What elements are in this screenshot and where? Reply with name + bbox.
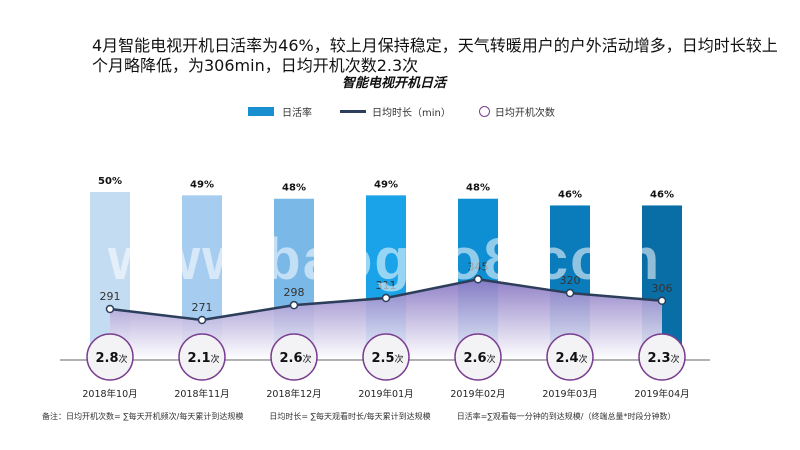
duration-value-label: 298 xyxy=(284,286,305,299)
footnote: 备注：日均开机次数= ∑每天开机频次/每天累计到达规模 日均时长= ∑每天观看时… xyxy=(42,411,701,422)
open-count-value: 2.8 xyxy=(95,351,118,366)
duration-point xyxy=(657,296,667,305)
x-tick-label: 2019年01月 xyxy=(358,388,413,400)
duration-value-label: 320 xyxy=(560,274,581,287)
bar-value-label: 50% xyxy=(98,176,122,187)
open-count-unit: 次 xyxy=(118,353,127,365)
duration-value-label: 311 xyxy=(376,279,397,292)
watermark: www.baogao8.com xyxy=(108,227,662,292)
x-tick-label: 2019年04月 xyxy=(634,388,689,400)
bar-value-label: 49% xyxy=(374,179,398,190)
legend-item-bar: 日活率 xyxy=(248,104,312,119)
legend-circle-swatch xyxy=(478,105,490,117)
legend-bar-swatch xyxy=(248,106,274,116)
open-count-circle xyxy=(546,333,594,381)
open-count-circle xyxy=(454,333,502,381)
bar-value-label: 48% xyxy=(282,183,306,194)
open-count-value: 2.1 xyxy=(187,351,210,366)
duration-point xyxy=(105,304,115,314)
bar-value-label: 48% xyxy=(466,183,490,194)
chart-subtitle: 智能电视开机日活 xyxy=(342,76,447,91)
legend-item-line: 日均时长（min） xyxy=(340,104,451,119)
legend-item-circle: 日均开机次数 xyxy=(478,104,555,119)
duration-point xyxy=(289,300,299,310)
duration-point xyxy=(473,275,483,284)
legend-bar-label: 日活率 xyxy=(282,107,312,119)
open-count-circle xyxy=(638,333,686,381)
footnote-active-rate: 日活率=∑观看每一分钟的到达规模/（终端总量*时段分钟数） xyxy=(456,412,676,421)
open-count-value: 2.4 xyxy=(555,351,578,366)
legend: 日活率 日均时长（min） 日均开机次数 xyxy=(248,103,583,119)
open-count-unit: 次 xyxy=(486,353,495,365)
open-count-value: 2.6 xyxy=(463,351,486,366)
open-count-value: 2.6 xyxy=(279,351,302,366)
x-tick-label: 2019年02月 xyxy=(450,388,505,400)
duration-point xyxy=(565,288,575,298)
duration-point xyxy=(197,315,207,325)
open-count-unit: 次 xyxy=(302,353,311,365)
duration-value-label: 291 xyxy=(100,290,121,303)
bar-value-label: 46% xyxy=(558,189,582,200)
open-count-unit: 次 xyxy=(394,353,403,365)
legend-circle-label: 日均开机次数 xyxy=(494,107,555,119)
duration-value-label: 271 xyxy=(192,301,213,314)
open-count-circle xyxy=(270,333,318,381)
duration-area xyxy=(110,279,662,360)
legend-line-swatch xyxy=(340,109,366,113)
open-count-value: 2.5 xyxy=(371,351,394,366)
bar-value-label: 46% xyxy=(650,189,674,200)
bar-value-label: 49% xyxy=(190,179,214,190)
open-count-value: 2.3 xyxy=(647,351,670,366)
duration-value-label: 306 xyxy=(652,282,673,295)
open-count-unit: 次 xyxy=(210,353,219,365)
x-tick-label: 2019年03月 xyxy=(542,388,597,400)
duration-point xyxy=(381,293,391,303)
footnote-open-count: 备注：日均开机次数= ∑每天开机频次/每天累计到达规模 xyxy=(42,412,244,421)
footnote-duration: 日均时长= ∑每天观看时长/每天累计到达规模 xyxy=(269,412,431,421)
x-tick-label: 2018年12月 xyxy=(266,388,321,400)
open-count-circle xyxy=(86,333,134,381)
open-count-circle xyxy=(362,333,410,381)
legend-line-label: 日均时长（min） xyxy=(372,107,451,119)
x-tick-label: 2018年11月 xyxy=(174,388,229,400)
open-count-circle xyxy=(178,333,226,381)
open-count-unit: 次 xyxy=(670,353,679,365)
headline: 4月智能电视开机日活率为46%，较上月保持稳定，天气转暖用户的户外活动增多，日均… xyxy=(92,36,778,75)
open-count-unit: 次 xyxy=(578,353,587,365)
duration-value-label: 345 xyxy=(468,260,489,273)
x-tick-label: 2018年10月 xyxy=(82,388,137,400)
